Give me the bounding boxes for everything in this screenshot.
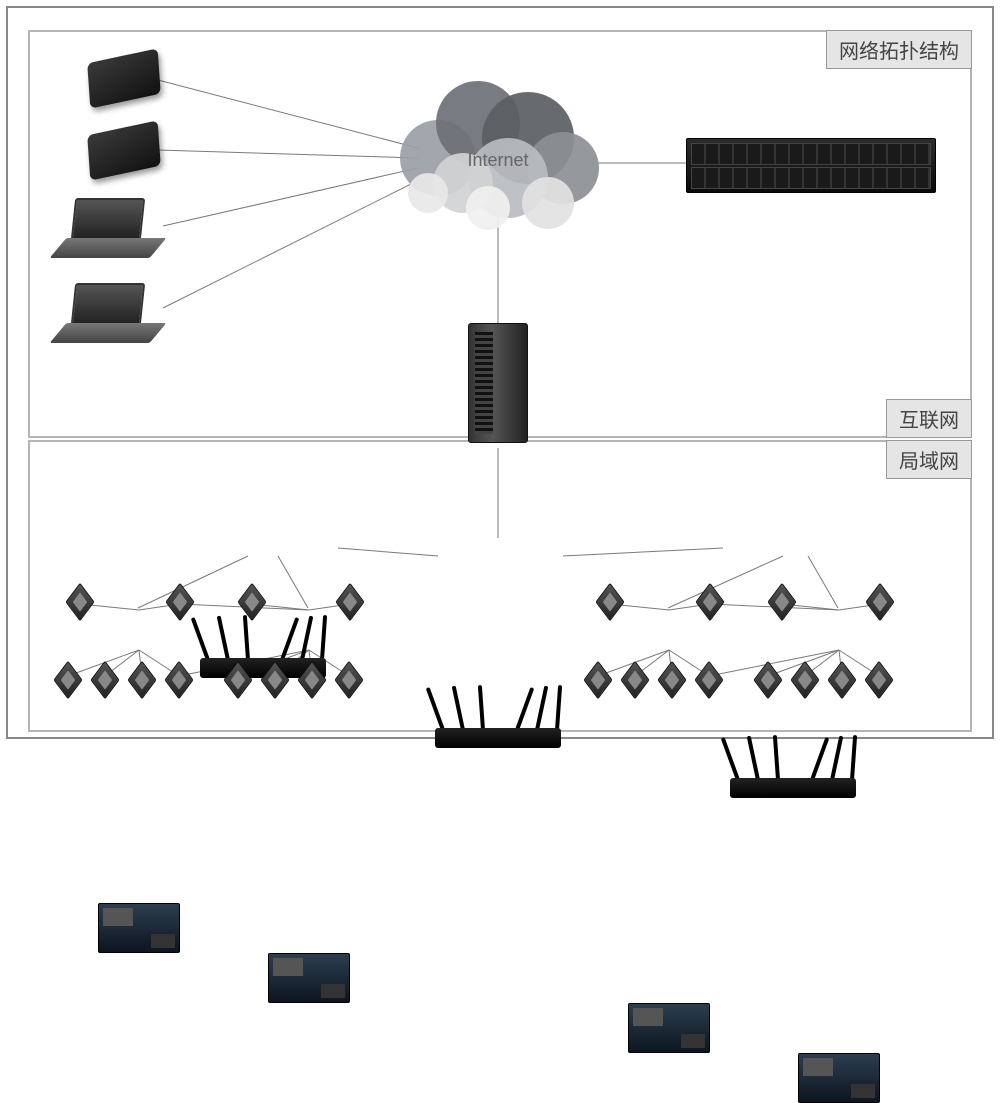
rack-server bbox=[686, 138, 936, 193]
laptop-device bbox=[58, 283, 163, 348]
wifi-router bbox=[718, 738, 868, 798]
wifi-router bbox=[423, 688, 573, 748]
topology-label: 网络拓扑结构 bbox=[826, 30, 972, 69]
controller-board bbox=[268, 953, 350, 1003]
controller-board bbox=[628, 1003, 710, 1053]
lan-label: 局域网 bbox=[886, 440, 972, 479]
internet-label: 互联网 bbox=[886, 399, 972, 438]
controller-board bbox=[798, 1053, 880, 1103]
controller-board bbox=[98, 903, 180, 953]
tower-server bbox=[468, 323, 528, 443]
outer-frame: 网络拓扑结构 互联网 局域网 Internet bbox=[6, 6, 994, 739]
laptop-device bbox=[58, 198, 163, 263]
